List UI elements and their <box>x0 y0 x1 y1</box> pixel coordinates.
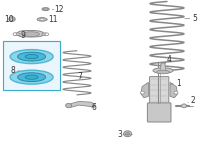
Text: 6: 6 <box>92 103 96 112</box>
Text: 8: 8 <box>11 66 15 75</box>
Circle shape <box>174 91 178 94</box>
Ellipse shape <box>156 70 170 74</box>
Ellipse shape <box>18 73 46 82</box>
Polygon shape <box>160 63 166 71</box>
Text: 1: 1 <box>177 78 181 88</box>
Text: 9: 9 <box>21 31 25 40</box>
Text: 3: 3 <box>118 130 122 139</box>
Ellipse shape <box>10 70 53 84</box>
FancyBboxPatch shape <box>150 77 169 106</box>
Circle shape <box>11 18 13 20</box>
Ellipse shape <box>42 8 49 11</box>
Text: 5: 5 <box>193 14 197 23</box>
Text: 10: 10 <box>4 15 14 24</box>
Ellipse shape <box>25 75 38 79</box>
Text: 12: 12 <box>54 5 64 14</box>
Text: 2: 2 <box>191 96 195 105</box>
Ellipse shape <box>153 68 173 73</box>
Ellipse shape <box>25 55 38 59</box>
Circle shape <box>140 91 144 94</box>
Circle shape <box>13 33 17 35</box>
Circle shape <box>181 104 187 108</box>
Ellipse shape <box>18 52 46 61</box>
Circle shape <box>126 132 130 135</box>
Ellipse shape <box>40 19 44 20</box>
Circle shape <box>9 17 15 21</box>
Polygon shape <box>141 82 148 98</box>
Ellipse shape <box>43 8 48 10</box>
Text: 4: 4 <box>167 55 171 64</box>
FancyBboxPatch shape <box>147 103 171 122</box>
Ellipse shape <box>37 18 47 21</box>
Polygon shape <box>14 33 20 36</box>
Circle shape <box>124 131 132 137</box>
Polygon shape <box>17 30 44 37</box>
Polygon shape <box>170 82 177 98</box>
Text: 7: 7 <box>78 72 82 81</box>
Circle shape <box>66 103 72 108</box>
Polygon shape <box>71 101 95 107</box>
Ellipse shape <box>22 32 40 36</box>
Ellipse shape <box>10 50 53 64</box>
Text: 11: 11 <box>48 15 58 24</box>
Circle shape <box>45 33 49 36</box>
Polygon shape <box>42 33 48 36</box>
FancyBboxPatch shape <box>3 41 60 90</box>
